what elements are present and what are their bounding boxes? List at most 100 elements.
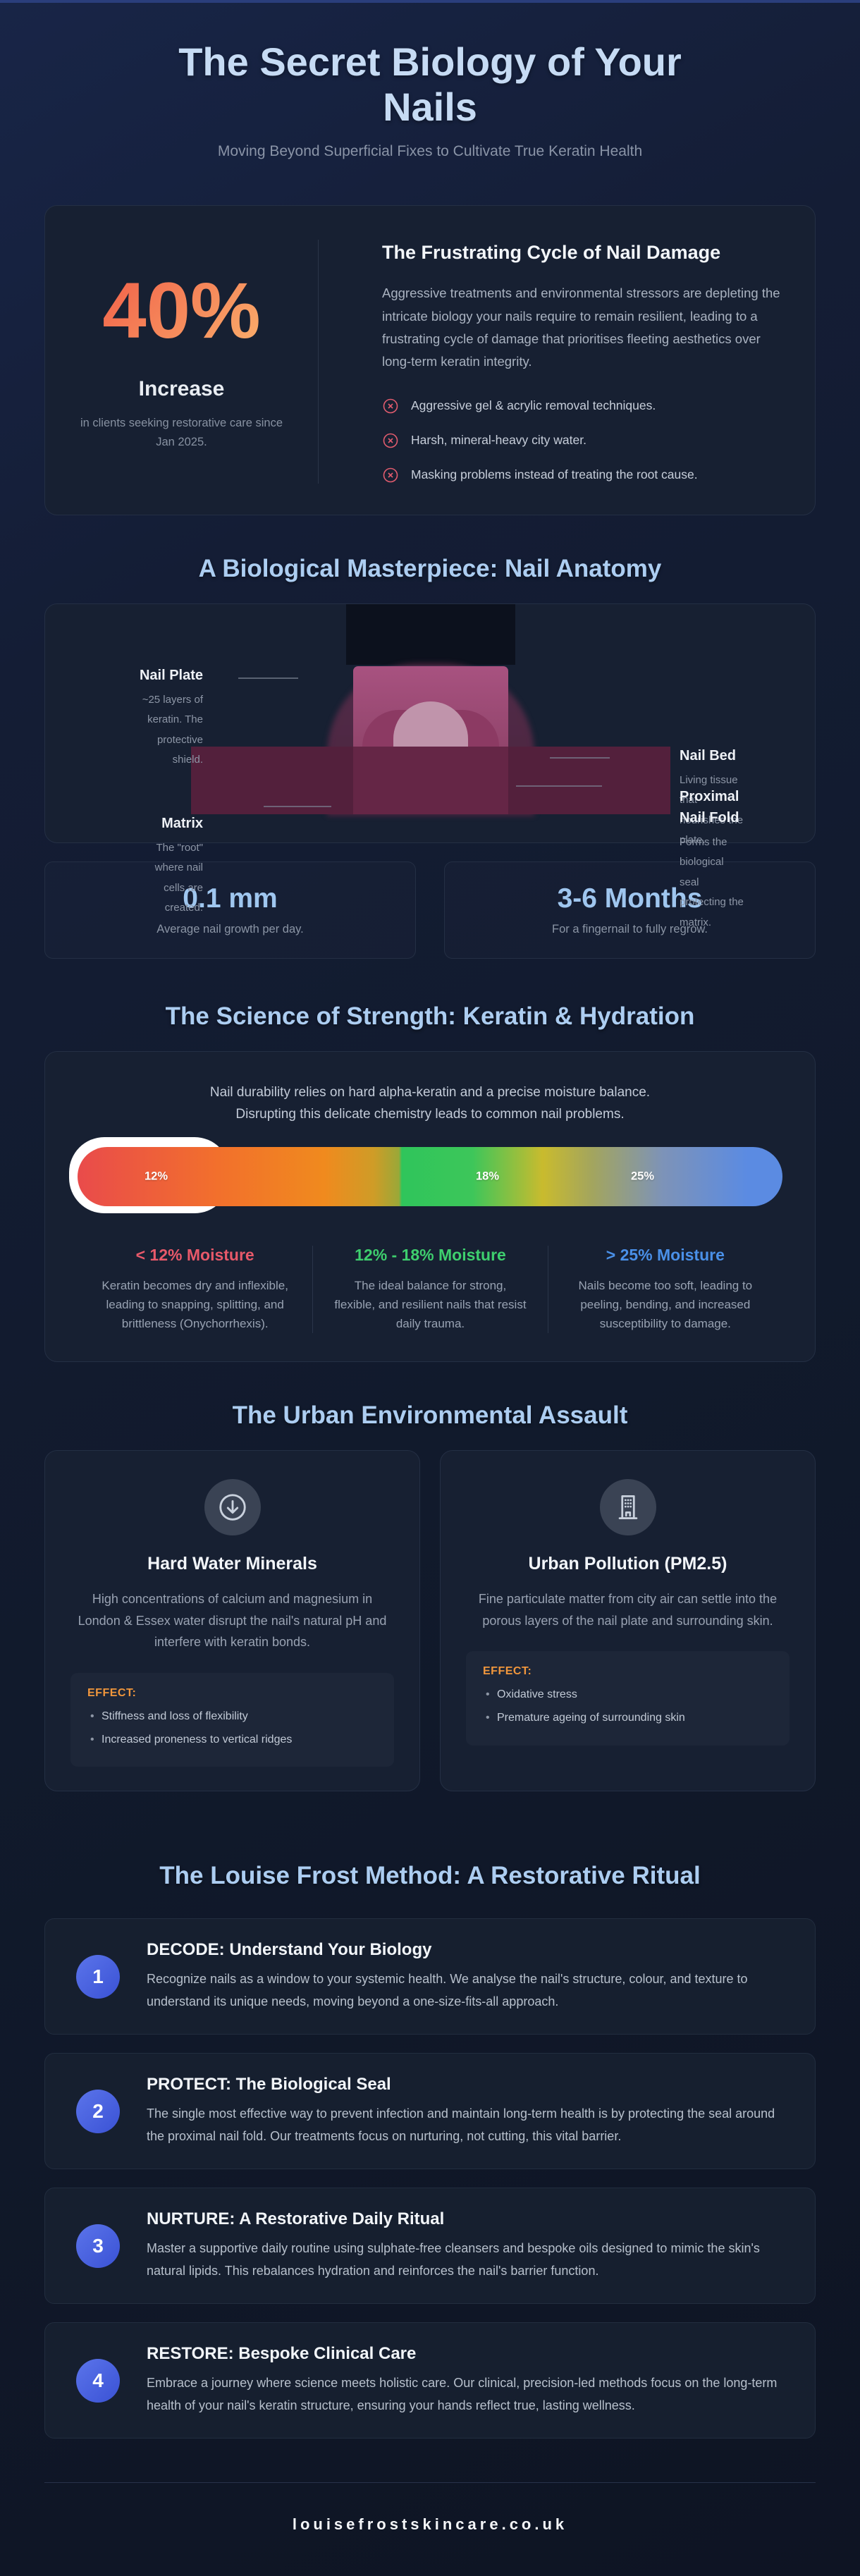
urban-section-heading: The Urban Environmental Assault: [232, 1402, 628, 1430]
effect-list: Oxidative stress Premature ageing of sur…: [483, 1686, 773, 1727]
effect-item: Increased proneness to vertical ridges: [87, 1731, 377, 1749]
arrow-down-circle-icon: [219, 1494, 246, 1521]
moisture-intro: Nail durability relies on hard alpha-ker…: [78, 1081, 782, 1126]
zone-desc: Nails become too soft, leading to peelin…: [578, 1278, 753, 1330]
connector-line: [238, 677, 298, 679]
label-title: Proximal Nail Fold: [680, 788, 739, 826]
label-title: Nail Plate: [139, 667, 203, 683]
label-title: Nail Bed: [680, 747, 737, 763]
bullet-label: Masking problems instead of treating the…: [411, 467, 698, 482]
step-card-nurture: 3 NURTURE: A Restorative Daily Ritual Ma…: [44, 2188, 816, 2305]
connector-line: [550, 756, 610, 759]
effect-label: EFFECT:: [87, 1686, 137, 1699]
zone-desc: The ideal balance for strong, flexible, …: [334, 1278, 527, 1330]
connector-line: [264, 805, 331, 807]
zone-desc: Keratin becomes dry and inflexible, lead…: [102, 1278, 288, 1330]
regrow-time-stat: 3-6 Months For a fingernail to fully reg…: [444, 861, 816, 959]
footer-divider: [44, 2482, 816, 2484]
gauge-label-18: 18%: [476, 1170, 500, 1182]
growth-rate-stat: 0.1 mm Average nail growth per day.: [44, 861, 416, 959]
damage-cycle-card: 40% Increase in clients seeking restorat…: [44, 204, 816, 515]
stat-label: Average nail growth per day.: [156, 923, 304, 936]
bullet-label: Aggressive gel & acrylic removal techniq…: [411, 398, 656, 413]
step-content: PROTECT: The Biological Seal The single …: [147, 2075, 784, 2147]
stat-column: 40% Increase in clients seeking restorat…: [45, 240, 318, 484]
stat-value: 40%: [102, 266, 261, 355]
gauge-label-12: 12%: [145, 1170, 168, 1182]
step-desc: The single most effective way to prevent…: [147, 2106, 775, 2143]
step-desc: Master a supportive daily routine using …: [147, 2241, 760, 2278]
stat-value: 0.1 mm: [183, 883, 278, 914]
fingertip-shape: [346, 603, 515, 665]
pollution-card: Urban Pollution (PM2.5) Fine particulate…: [440, 1450, 816, 1792]
effect-list: Stiffness and loss of flexibility Increa…: [87, 1708, 377, 1749]
hard-water-card: Hard Water Minerals High concentrations …: [44, 1450, 420, 1792]
step-desc: Recognize nails as a window to your syst…: [147, 1972, 748, 2008]
zone-dry: < 12% Moisture Keratin becomes dry and i…: [78, 1246, 312, 1334]
step-content: DECODE: Understand Your Biology Recogniz…: [147, 1940, 784, 2013]
list-item: Aggressive gel & acrylic removal techniq…: [382, 398, 780, 415]
growth-stats-row: 0.1 mm Average nail growth per day. 3-6 …: [44, 861, 816, 959]
label-matrix: Matrix The "root" where nail cells are c…: [138, 813, 203, 919]
effect-item: Stiffness and loss of flexibility: [87, 1708, 377, 1726]
zone-soft: > 25% Moisture Nails become too soft, le…: [547, 1245, 782, 1334]
urban-card-title: Hard Water Minerals: [147, 1554, 317, 1574]
cross-circle-icon: [383, 467, 398, 483]
stat-value: 3-6 Months: [557, 883, 703, 914]
label-nail-plate: Nail Plate ~25 layers of keratin. The pr…: [138, 665, 203, 771]
effect-item: Oxidative stress: [483, 1686, 773, 1704]
icon-circle: [599, 1479, 656, 1536]
effect-item: Premature ageing of surrounding skin: [483, 1710, 773, 1727]
urban-card-desc: Fine particulate matter from city air ca…: [478, 1592, 778, 1628]
label-desc: Forms the biological seal protecting the…: [680, 835, 744, 928]
damage-cycle-content: The Frustrating Cycle of Nail Damage Agg…: [318, 239, 780, 484]
icon-circle: [204, 1479, 261, 1536]
step-desc: Embrace a journey where science meets ho…: [147, 2376, 778, 2412]
anatomy-section-heading: A Biological Masterpiece: Nail Anatomy: [198, 554, 662, 582]
urban-card-title: Urban Pollution (PM2.5): [528, 1554, 727, 1574]
stat-label: For a fingernail to fully regrow.: [551, 923, 708, 936]
effect-label: EFFECT:: [483, 1665, 532, 1678]
label-desc: The "root" where nail cells are created.: [154, 841, 203, 914]
nail-bed-center-shape: [353, 746, 508, 814]
zone-title: > 25% Moisture: [606, 1245, 725, 1264]
list-item: Harsh, mineral-heavy city water.: [382, 432, 780, 449]
step-number-badge: 2: [76, 2089, 120, 2133]
step-card-decode: 1 DECODE: Understand Your Biology Recogn…: [44, 1918, 816, 2035]
moisture-intro-line2: Disrupting this delicate chemistry leads…: [235, 1107, 625, 1122]
gauge-label-25: 25%: [631, 1170, 655, 1182]
page-subtitle: Moving Beyond Superficial Fixes to Culti…: [217, 142, 643, 159]
nail-anatomy-diagram: Nail Plate ~25 layers of keratin. The pr…: [44, 603, 816, 928]
effect-box: EFFECT: Oxidative stress Premature agein…: [466, 1651, 790, 1746]
label-proximal-nail-fold: Proximal Nail Fold Forms the biological …: [680, 786, 746, 933]
moisture-card: Nail durability relies on hard alpha-ker…: [44, 1050, 816, 1363]
step-content: NURTURE: A Restorative Daily Ritual Mast…: [147, 2209, 784, 2282]
damage-cycle-heading: The Frustrating Cycle of Nail Damage: [382, 241, 721, 263]
label-title: Matrix: [161, 815, 203, 831]
method-section-heading: The Louise Frost Method: A Restorative R…: [159, 1862, 701, 1890]
step-title: NURTURE: A Restorative Daily Ritual: [147, 2209, 445, 2229]
bullet-label: Harsh, mineral-heavy city water.: [411, 433, 586, 448]
cross-circle-icon: [383, 433, 398, 448]
zone-title: < 12% Moisture: [135, 1245, 254, 1264]
label-desc: Living tissue that nourishes the plate.: [680, 773, 744, 847]
step-number-badge: 4: [76, 2358, 120, 2403]
moisture-gradient-bar: [78, 1146, 782, 1206]
building-icon: [618, 1495, 637, 1520]
step-title: PROTECT: The Biological Seal: [147, 2075, 391, 2094]
connector-line: [516, 785, 602, 787]
label-nail-bed: Nail Bed Living tissue that nourishes th…: [680, 745, 746, 851]
stat-label: Increase: [138, 377, 225, 401]
moisture-section-heading: The Science of Strength: Keratin & Hydra…: [165, 1002, 695, 1030]
label-desc: ~25 layers of keratin. The protective sh…: [142, 693, 203, 766]
effect-box: EFFECT: Stiffness and loss of flexibilit…: [70, 1672, 394, 1767]
moisture-gauge: 12% 18% 25%: [69, 1136, 782, 1213]
method-steps: 1 DECODE: Understand Your Biology Recogn…: [44, 1918, 816, 2439]
urban-card-desc: High concentrations of calcium and magne…: [78, 1592, 387, 1650]
step-card-protect: 2 PROTECT: The Biological Seal The singl…: [44, 2053, 816, 2170]
step-title: RESTORE: Bespoke Clinical Care: [147, 2344, 417, 2364]
urban-cards-row: Hard Water Minerals High concentrations …: [44, 1450, 816, 1792]
stat-caption: in clients seeking restorative care sinc…: [80, 417, 283, 448]
page-title: The Secret Biology of Your Nails: [178, 39, 682, 130]
